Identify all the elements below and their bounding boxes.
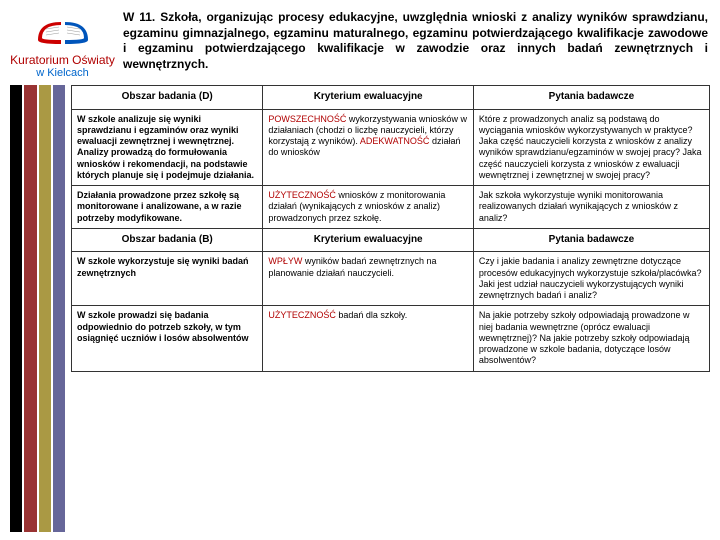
logo-label: Kuratorium Oświaty	[10, 54, 115, 67]
header-row: Obszar badania (D)Kryterium ewaluacyjneP…	[72, 86, 710, 110]
col-header: Pytania badawcze	[473, 86, 709, 110]
table-wrap: Obszar badania (D)Kryterium ewaluacyjneP…	[71, 85, 710, 532]
table-row: W szkole wykorzystuje się wyniki badań z…	[72, 252, 710, 306]
logo-sublabel: w Kielcach	[10, 67, 115, 79]
page: Kuratorium Oświaty w Kielcach W 11. Szko…	[0, 0, 720, 540]
kryterium-cell: POWSZECHNOŚĆ wykorzystywania wniosków w …	[263, 109, 474, 186]
obszar-cell: W szkole wykorzystuje się wyniki badań z…	[72, 252, 263, 306]
kryterium-text: WPŁYW	[268, 256, 302, 266]
header: Kuratorium Oświaty w Kielcach W 11. Szko…	[0, 0, 720, 85]
main: Obszar badania (D)Kryterium ewaluacyjneP…	[0, 85, 720, 540]
logo-block: Kuratorium Oświaty w Kielcach	[10, 6, 115, 79]
obszar-cell: Działania prowadzone przez szkołę są mon…	[72, 186, 263, 229]
kryterium-cell: UŻYTECZNOŚĆ badań dla szkoły.	[263, 306, 474, 371]
col-header: Obszar badania (B)	[72, 228, 263, 252]
col-header: Obszar badania (D)	[72, 86, 263, 110]
stripe	[53, 85, 65, 532]
decorative-stripes	[10, 85, 65, 532]
stripe	[10, 85, 22, 532]
evaluation-table: Obszar badania (D)Kryterium ewaluacyjneP…	[71, 85, 710, 372]
obszar-cell: W szkole prowadzi się badania odpowiedni…	[72, 306, 263, 371]
obszar-cell: W szkole analizuje się wyniki sprawdzian…	[72, 109, 263, 186]
pytania-cell: Czy i jakie badania i analizy zewnętrzne…	[473, 252, 709, 306]
col-header: Kryterium ewaluacyjne	[263, 86, 474, 110]
kryterium-text: UŻYTECZNOŚĆ	[268, 310, 336, 320]
table-row: W szkole prowadzi się badania odpowiedni…	[72, 306, 710, 371]
stripe	[39, 85, 51, 532]
pytania-cell: Jak szkoła wykorzystuje wyniki monitorow…	[473, 186, 709, 229]
pytania-cell: Które z prowadzonych analiz są podstawą …	[473, 109, 709, 186]
kryterium-cell: WPŁYW wyników badań zewnętrznych na plan…	[263, 252, 474, 306]
page-title: W 11. Szkoła, organizując procesy edukac…	[115, 6, 710, 72]
kryterium-cell: UŻYTECZNOŚĆ wniosków z monitorowania dzi…	[263, 186, 474, 229]
kryterium-text: UŻYTECZNOŚĆ	[268, 190, 336, 200]
col-header: Kryterium ewaluacyjne	[263, 228, 474, 252]
stripe	[24, 85, 36, 532]
pytania-cell: Na jakie potrzeby szkoły odpowiadają pro…	[473, 306, 709, 371]
header-row: Obszar badania (B)Kryterium ewaluacyjneP…	[72, 228, 710, 252]
col-header: Pytania badawcze	[473, 228, 709, 252]
table-row: W szkole analizuje się wyniki sprawdzian…	[72, 109, 710, 186]
table-row: Działania prowadzone przez szkołę są mon…	[72, 186, 710, 229]
kryterium-text: badań dla szkoły.	[336, 310, 407, 320]
kryterium-text: ADEKWATNOŚĆ	[360, 136, 430, 146]
book-icon	[34, 10, 92, 52]
kryterium-text: POWSZECHNOŚĆ	[268, 114, 346, 124]
